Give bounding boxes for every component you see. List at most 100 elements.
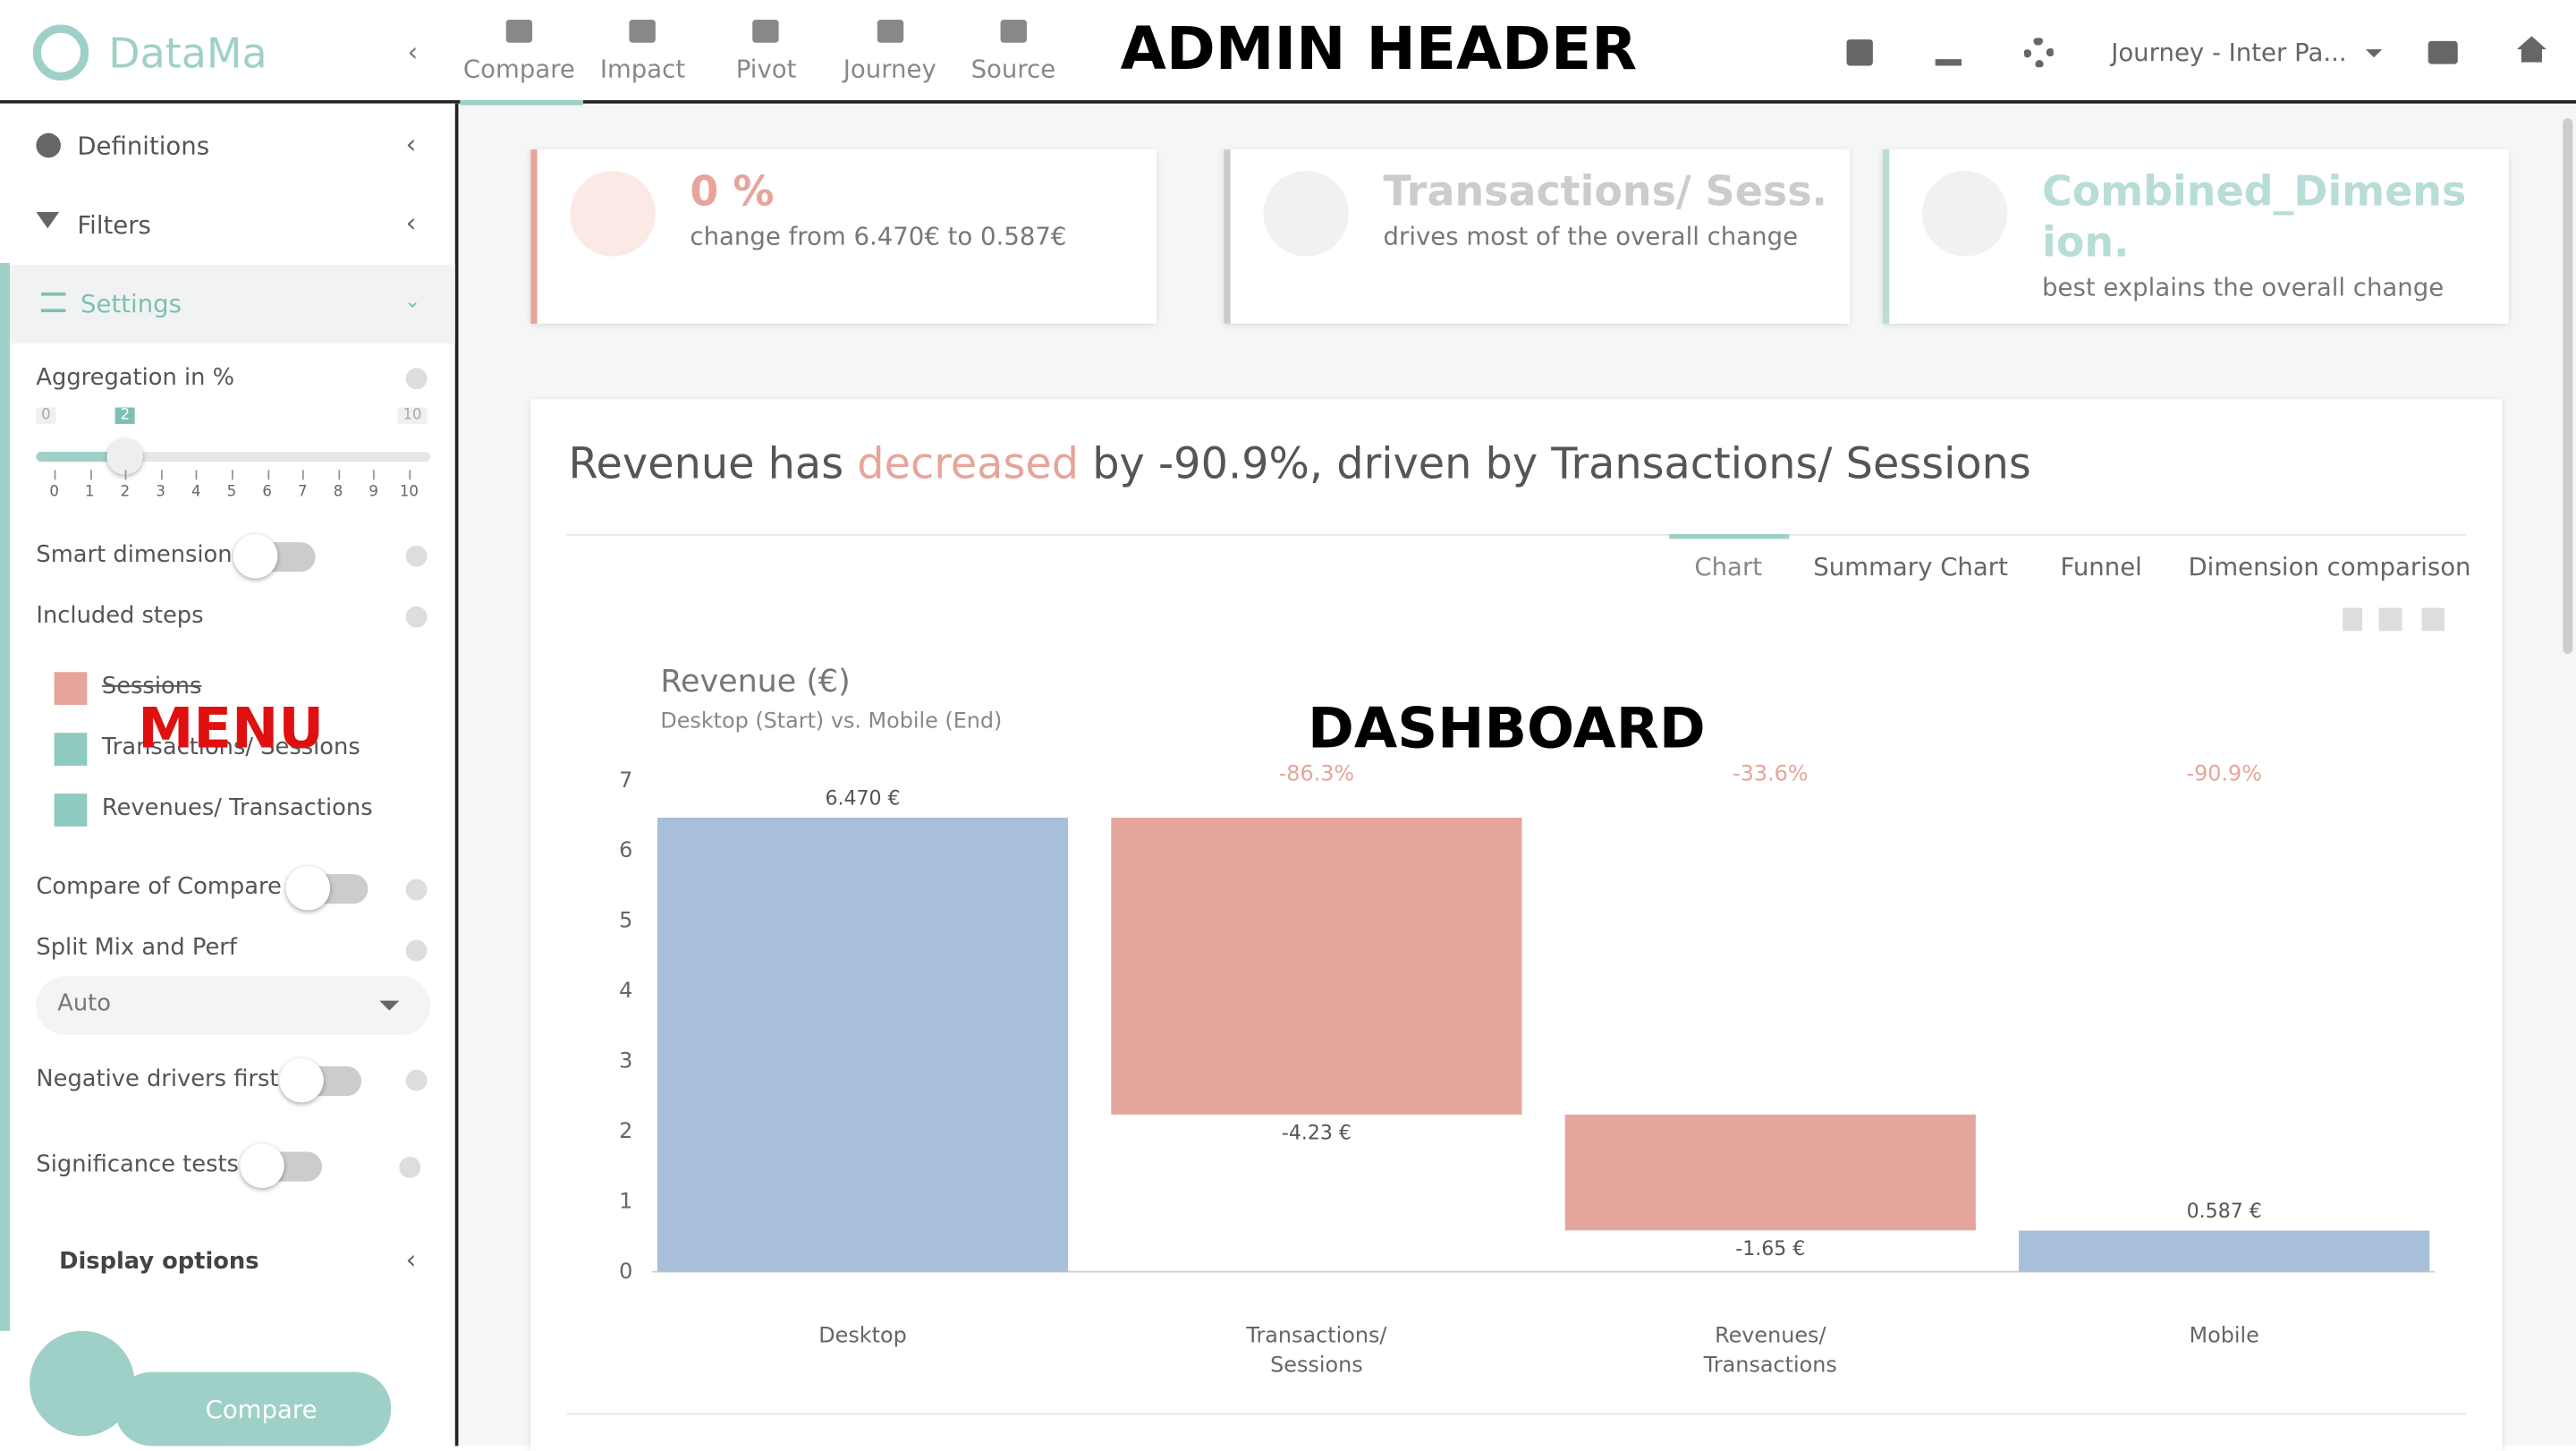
select[interactable] <box>36 976 431 1036</box>
logo-icon <box>32 24 89 81</box>
download-icon[interactable] <box>1935 39 1962 66</box>
checkbox[interactable] <box>54 793 88 827</box>
slider-tick-label: 10 <box>399 484 419 502</box>
export-icons[interactable] <box>2343 607 2452 632</box>
slider-tick <box>231 470 233 480</box>
nav-tab[interactable]: Journey <box>843 54 936 84</box>
tab-icon[interactable] <box>752 20 780 43</box>
kpi-value: 0 % <box>690 167 775 216</box>
value-label: -4.23 € <box>1282 1122 1352 1144</box>
settings-icon <box>40 292 66 312</box>
slider-tick-label: 5 <box>226 484 237 502</box>
toggle[interactable] <box>279 1057 362 1103</box>
chart-tab[interactable]: Chart <box>1694 552 1763 582</box>
section-title[interactable]: Display options <box>59 1248 259 1276</box>
dropdown-arrow[interactable] <box>2365 49 2383 65</box>
slider-tick-label: 9 <box>369 484 378 502</box>
settings-icon[interactable] <box>2023 38 2054 68</box>
active-nav-bar <box>460 100 584 106</box>
section-title[interactable]: Settings <box>80 289 182 319</box>
tab-icon[interactable] <box>505 20 533 43</box>
x-tick-label: Transactions/ Sessions <box>1246 1324 1387 1379</box>
slider-max: 10 <box>397 407 428 424</box>
info-icon[interactable] <box>405 368 428 390</box>
tab-icon[interactable] <box>877 20 903 43</box>
slider-tick-label: 2 <box>120 484 131 502</box>
settings-row[interactable] <box>10 264 455 344</box>
slider-tick <box>337 470 340 480</box>
slider-tick <box>267 470 269 480</box>
headline: Revenue has decreased by -90.9%, driven … <box>569 440 2031 489</box>
journey-select[interactable]: Journey - Inter Pa... <box>2111 38 2347 68</box>
step[interactable]: Transactions/ Sessions <box>101 734 360 761</box>
divider <box>566 1413 2466 1415</box>
step-removed-box[interactable] <box>54 672 88 705</box>
step[interactable]: Revenues/ Transactions <box>101 794 373 822</box>
bar <box>657 818 1069 1272</box>
step[interactable]: Sessions <box>101 674 202 700</box>
checkbox[interactable] <box>54 733 88 766</box>
bar <box>1564 1114 1976 1231</box>
header <box>0 0 2576 104</box>
slider-tick-label: 6 <box>262 484 272 502</box>
info-icon[interactable] <box>405 606 428 628</box>
chart-tab[interactable]: Dimension comparison <box>2188 552 2471 582</box>
info-icon[interactable] <box>405 939 428 962</box>
tab-icon[interactable] <box>629 20 657 43</box>
label: Compare of Compare <box>36 874 282 901</box>
chart-tab[interactable]: Summary Chart <box>1813 552 2008 582</box>
section-title[interactable]: Filters <box>77 210 151 241</box>
slider-track[interactable] <box>36 452 431 462</box>
collapse-icon[interactable]: ‹ <box>407 36 419 68</box>
slider-tick-label: 8 <box>333 484 343 502</box>
slider-fill[interactable] <box>36 452 125 462</box>
chevron[interactable]: ⌄ <box>403 289 421 312</box>
chart-tab[interactable]: Funnel <box>2060 552 2142 582</box>
compare-button[interactable] <box>114 1371 392 1447</box>
toggle[interactable] <box>240 1143 323 1188</box>
y-tick-label: 6 <box>619 837 632 862</box>
folder-icon[interactable] <box>2428 40 2458 64</box>
headline-text: Revenue has <box>568 440 858 490</box>
nav-tab[interactable]: Compare <box>462 54 575 84</box>
headline-text: by -90.9%, driven by Transactions/ Sessi… <box>1079 440 2031 490</box>
section-title[interactable]: Definitions <box>77 131 210 162</box>
slider-tick <box>373 470 376 480</box>
chart-title: Revenue (€) <box>660 664 850 700</box>
info-icon[interactable] <box>405 1069 428 1091</box>
bar <box>2019 1230 2430 1272</box>
nav-tab[interactable]: Source <box>970 54 1056 84</box>
change-label: -90.9% <box>2187 760 2262 785</box>
chevron[interactable]: ‹ <box>405 1243 417 1276</box>
kpi-icon <box>1921 171 2008 257</box>
toggle[interactable] <box>285 865 369 911</box>
chevron[interactable]: ‹ <box>405 207 417 239</box>
button-label[interactable]: Compare <box>205 1395 318 1425</box>
tab-icon[interactable] <box>1000 20 1027 43</box>
slider-handle[interactable] <box>106 438 144 475</box>
kpi-value: Transactions/ Sess. <box>1383 167 1828 216</box>
save-icon[interactable] <box>1846 39 1873 66</box>
nav-tab[interactable]: Impact <box>599 54 686 84</box>
info-icon[interactable] <box>399 1157 421 1178</box>
scrollbar[interactable] <box>2563 118 2573 655</box>
slider-tick-label: 4 <box>191 484 201 502</box>
dropdown-arrow[interactable] <box>379 1000 400 1021</box>
chat-button[interactable] <box>30 1330 135 1437</box>
change-label: -86.3% <box>1279 760 1354 785</box>
select-value[interactable]: Auto <box>57 990 112 1017</box>
kpi-value: Combined_Dimension. <box>2042 167 2467 267</box>
info-icon[interactable] <box>405 878 428 901</box>
nav-tab[interactable]: Pivot <box>735 54 797 84</box>
info-icon[interactable] <box>405 545 428 567</box>
slider-value: 2 <box>114 407 135 424</box>
chevron[interactable]: ‹ <box>405 128 417 160</box>
x-tick-label: Revenues/ Transactions <box>1703 1324 1837 1379</box>
slider-tick <box>196 470 199 480</box>
toggle[interactable] <box>233 533 316 579</box>
change-label: -33.6% <box>1733 760 1808 785</box>
slider-tick <box>124 470 127 480</box>
headline-highlight: decreased <box>857 440 1080 490</box>
